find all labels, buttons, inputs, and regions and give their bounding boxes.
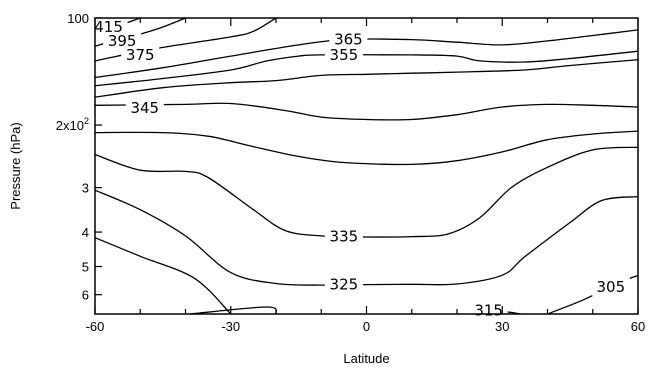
contour-label-bg-335 [324,227,363,246]
contour-line-310-11 [189,306,277,315]
contour-label-bg-395 [103,31,142,50]
contour-label-bg-315 [469,301,508,320]
x-axis-label: Latitude [343,351,389,366]
contour-label-bg-365 [329,30,368,49]
contour-label-bg-415 [89,17,128,36]
contour-label-bg-375 [121,45,160,64]
contour-line-325-9 [94,189,639,286]
contour-label-305: 305 [597,278,626,296]
x-tick-label-0: 0 [363,319,370,334]
contour-label-335: 335 [330,228,359,246]
y-tick-label-300: 3 [82,181,89,196]
y-tick-label-500: 5 [82,260,89,275]
contour-label-375: 375 [126,46,155,64]
contour-label-415: 415 [94,18,123,36]
contour-line-315-10 [94,237,232,315]
contour-label-355: 355 [330,46,359,64]
contour-label-bg-355 [324,45,363,64]
contour-label-315: 315 [474,301,503,319]
contour-line-365-3 [94,29,639,79]
y-tick-label-400: 4 [82,225,89,240]
contour-layer [94,17,639,315]
x-tick-label-60: 60 [631,319,645,334]
contour-label-bg-305 [591,277,630,296]
contour-line-345-5 [94,59,639,98]
contour-label-bg-345 [125,98,164,117]
y-tick-label-600: 6 [82,288,89,303]
contour-line-355-4 [94,50,639,87]
contour-label-395: 395 [108,32,137,50]
y-tick-label-200: 2x102 [56,116,89,133]
contour-line-337-7 [94,130,639,166]
contour-line-335-8 [94,146,639,238]
x-tick-label--60: -60 [86,319,105,334]
contour-label-365: 365 [334,31,363,49]
contour-line-375-2 [94,17,277,62]
x-axis: -60 -30 0 30 60 [86,18,645,334]
contour-label-325: 325 [330,276,359,294]
y-tick-superscript: 2 [84,116,89,126]
y-axis: 100 2x102 3 4 5 6 [56,11,102,303]
contour-line-340-6 [94,102,639,121]
y-tick-label-100: 100 [67,11,89,26]
contour-label-bg-325 [324,275,363,294]
x-tick-label--30: -30 [221,319,240,334]
y-axis-label: Pressure (hPa) [8,122,23,209]
contour-label-345: 345 [130,99,159,117]
x-tick-label-30: 30 [495,319,509,334]
